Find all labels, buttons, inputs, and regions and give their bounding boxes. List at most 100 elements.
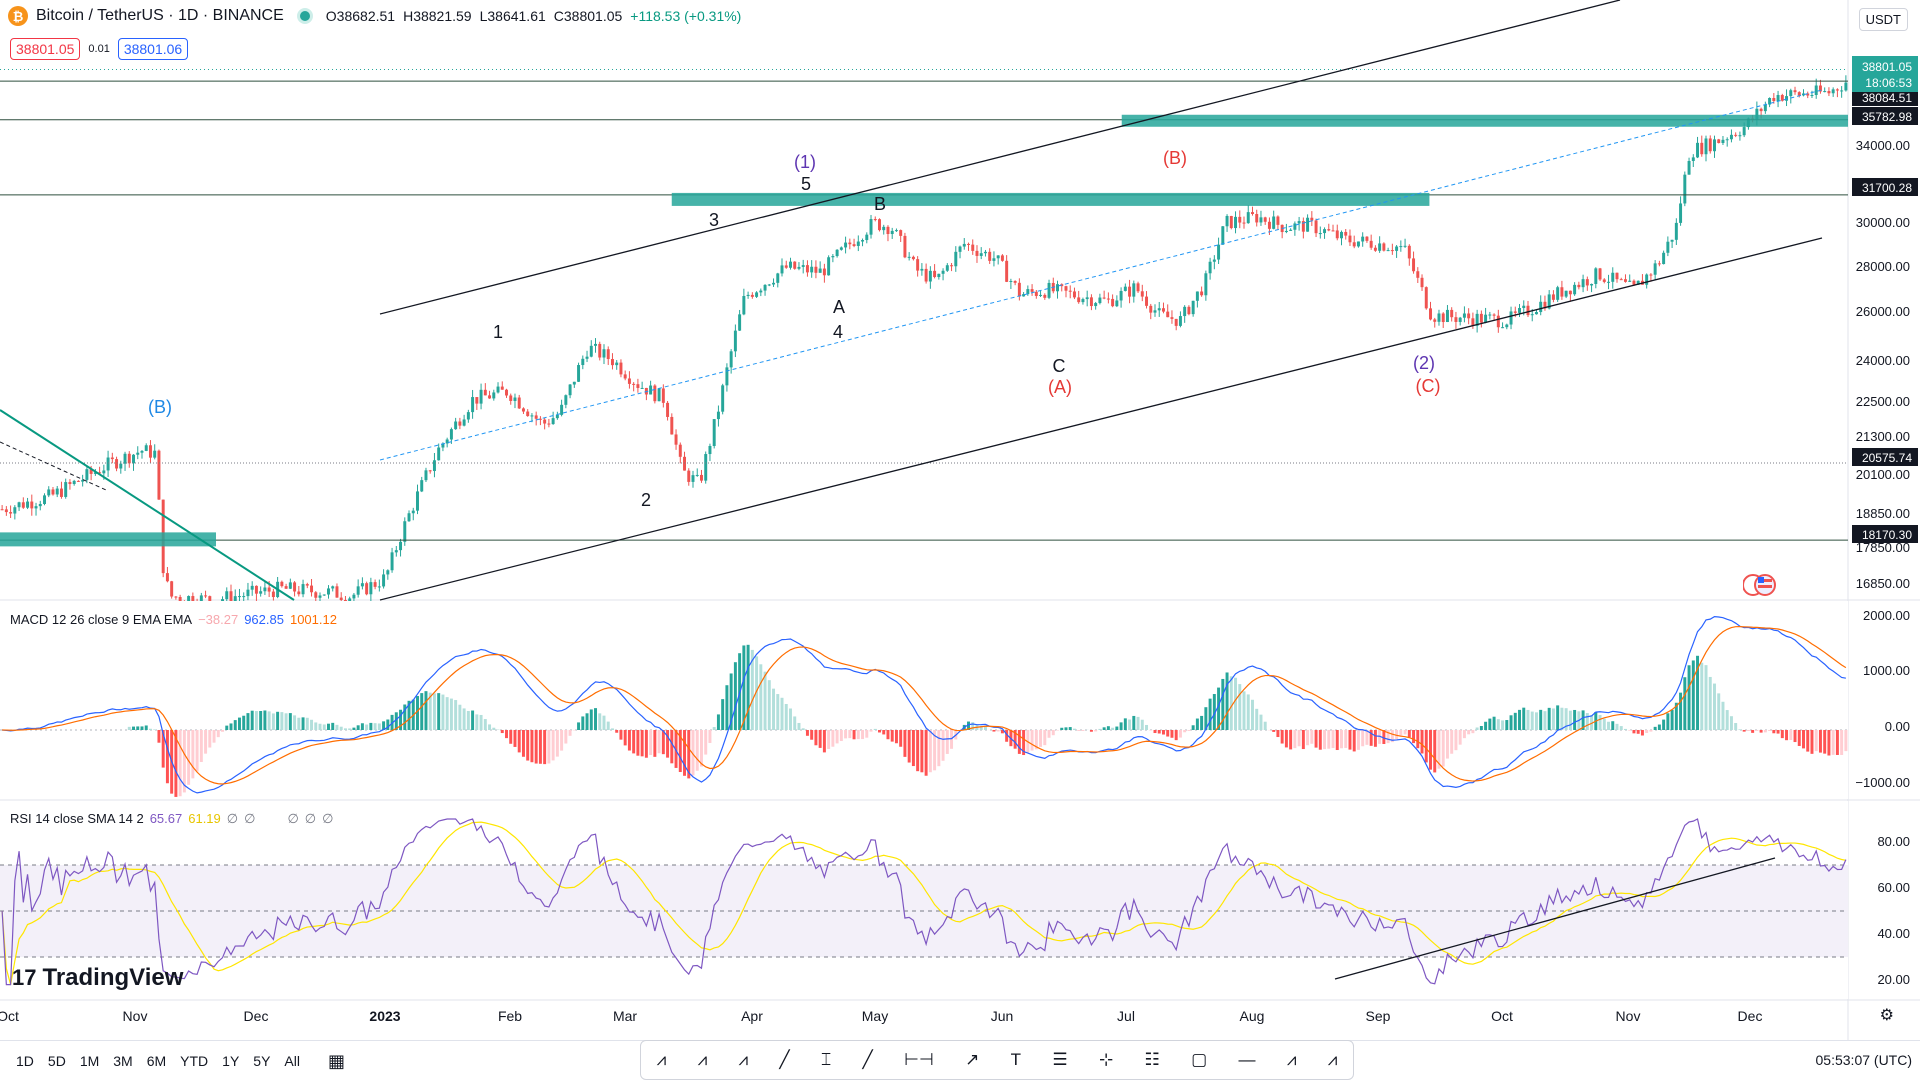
candle-body [1183, 307, 1186, 316]
candle-body [1238, 217, 1241, 223]
symbol-title[interactable]: Bitcoin / TetherUS · 1D · BINANCE [36, 7, 284, 25]
settings-gear-icon[interactable]: ⚙ [1880, 1005, 1894, 1025]
supply-zone-middle [672, 193, 1430, 206]
candle-body [1069, 291, 1072, 292]
drawing-tool-12-icon[interactable]: ☷ [1145, 1050, 1160, 1070]
utc-clock[interactable]: 05:53:07 (UTC) [1816, 1052, 1912, 1068]
macd-histogram-bar [187, 730, 190, 785]
drawing-tool-9-icon[interactable]: T [1011, 1050, 1021, 1070]
candle-body [1213, 260, 1216, 262]
drawing-tool-3-icon[interactable]: ⩘ [739, 1050, 749, 1070]
candle-body [1192, 301, 1195, 314]
rsi-legend[interactable]: RSI 14 close SMA 14 2 65.67 61.19 ∅ ∅ ∅ … [10, 811, 333, 827]
macd-histogram-bar [929, 730, 932, 772]
macd-histogram-bar [747, 645, 750, 730]
timeframe-1y[interactable]: 1Y [222, 1053, 239, 1069]
macd-histogram-bar [903, 730, 906, 757]
drawing-tool-13-icon[interactable]: ▢ [1191, 1050, 1207, 1070]
macd-legend[interactable]: MACD 12 26 close 9 EMA EMA −38.27 962.85… [10, 612, 337, 627]
macd-histogram-bar [1192, 725, 1195, 730]
timeframe-1m[interactable]: 1M [80, 1053, 99, 1069]
calendar-icon[interactable]: ▦ [328, 1051, 345, 1072]
drawing-tool-16-icon[interactable]: ⩘ [1328, 1050, 1338, 1070]
drawing-tool-7-icon[interactable]: ⊢⊣ [904, 1050, 934, 1070]
buy-button[interactable]: 38801.06 [118, 38, 188, 60]
wave-label: 5 [801, 174, 811, 194]
downtrend-dashed-line [0, 442, 106, 490]
timeframe-5y[interactable]: 5Y [253, 1053, 270, 1069]
candle-body [959, 247, 962, 252]
candle-body [1620, 279, 1623, 280]
timeframe-6m[interactable]: 6M [147, 1053, 166, 1069]
candle-body [874, 219, 877, 220]
drawing-tool-15-icon[interactable]: ⩘ [1287, 1050, 1297, 1070]
candle-body [891, 231, 894, 234]
candle-body [577, 365, 580, 382]
timeframe-1d[interactable]: 1D [16, 1053, 34, 1069]
timeframe-3m[interactable]: 3M [113, 1053, 132, 1069]
candle-body [1573, 285, 1576, 294]
drawing-tool-1-icon[interactable]: ⩘ [657, 1050, 667, 1070]
drawing-tool-10-icon[interactable]: ☰ [1052, 1050, 1067, 1070]
market-status-icon[interactable] [300, 11, 310, 21]
currency-selector[interactable]: USDT [1859, 8, 1908, 31]
candle-body [916, 259, 919, 270]
time-tick-label: Dec [1738, 1008, 1763, 1024]
macd-histogram-bar [1692, 660, 1695, 730]
macd-histogram-bar [1730, 716, 1733, 730]
macd-histogram-bar [1688, 665, 1691, 730]
macd-histogram-bar [662, 730, 665, 754]
chart-canvas[interactable]: 1235BA4C(1)(2)(B)(A)(C)(B)34000.0032000.… [0, 0, 1920, 1040]
macd-histogram-bar [1251, 700, 1254, 730]
macd-histogram-bar [310, 720, 313, 730]
candle-body [1196, 292, 1199, 301]
candle-body [1209, 262, 1212, 274]
us-flag-icon[interactable] [1743, 573, 1777, 597]
drawing-tool-11-icon[interactable]: ⊹ [1099, 1050, 1113, 1070]
macd-histogram-bar [221, 730, 224, 732]
macd-histogram-bar [1128, 720, 1131, 730]
timeframe-all[interactable]: All [284, 1053, 300, 1069]
candle-body [467, 412, 470, 419]
macd-histogram-bar [361, 723, 364, 730]
candle-body [1382, 243, 1385, 250]
candle-body [136, 453, 139, 455]
candle-body [1234, 217, 1237, 228]
candle-body [365, 583, 368, 594]
drawing-tool-6-icon[interactable]: ╱ [863, 1050, 873, 1070]
timeframe-5d[interactable]: 5D [48, 1053, 66, 1069]
macd-legend-signal: 1001.12 [290, 612, 337, 627]
candle-body [1255, 214, 1258, 222]
candle-body [128, 454, 131, 464]
candle-body [853, 244, 856, 246]
macd-histogram-bar [1166, 730, 1169, 737]
drawing-tool-4-icon[interactable]: ╱ [779, 1050, 789, 1070]
drawing-tool-14-icon[interactable]: — [1238, 1050, 1255, 1070]
tradingview-logo[interactable]: 17 TradingView [12, 964, 183, 992]
candle-body [522, 408, 525, 411]
rsi-tick-label: 80.00 [1877, 834, 1910, 849]
drawing-tool-5-icon[interactable]: ⌶ [821, 1050, 831, 1070]
macd-histogram-bar [1421, 730, 1424, 753]
candle-body [1556, 287, 1559, 300]
macd-histogram-bar [1069, 727, 1072, 730]
candle-body [361, 583, 364, 586]
candle-body [662, 388, 665, 402]
macd-histogram-bar [157, 730, 160, 743]
timeframe-ytd[interactable]: YTD [180, 1053, 208, 1069]
macd-histogram-bar [1077, 730, 1080, 731]
candle-body [1204, 273, 1207, 295]
macd-histogram-bar [942, 730, 945, 761]
candle-body [1632, 281, 1635, 285]
macd-histogram-bar [1132, 716, 1135, 730]
macd-histogram-bar [1819, 730, 1822, 753]
macd-histogram-bar [1810, 730, 1813, 754]
candle-body [179, 597, 182, 601]
rsi-legend-null-5: ∅ [322, 811, 333, 827]
macd-histogram-bar [1306, 730, 1309, 745]
sell-button[interactable]: 38801.05 [10, 38, 80, 60]
drawing-tool-2-icon[interactable]: ⩘ [698, 1050, 708, 1070]
drawing-tool-8-icon[interactable]: ↗ [965, 1050, 979, 1070]
macd-histogram-bar [1700, 663, 1703, 730]
candle-body [1531, 314, 1534, 315]
